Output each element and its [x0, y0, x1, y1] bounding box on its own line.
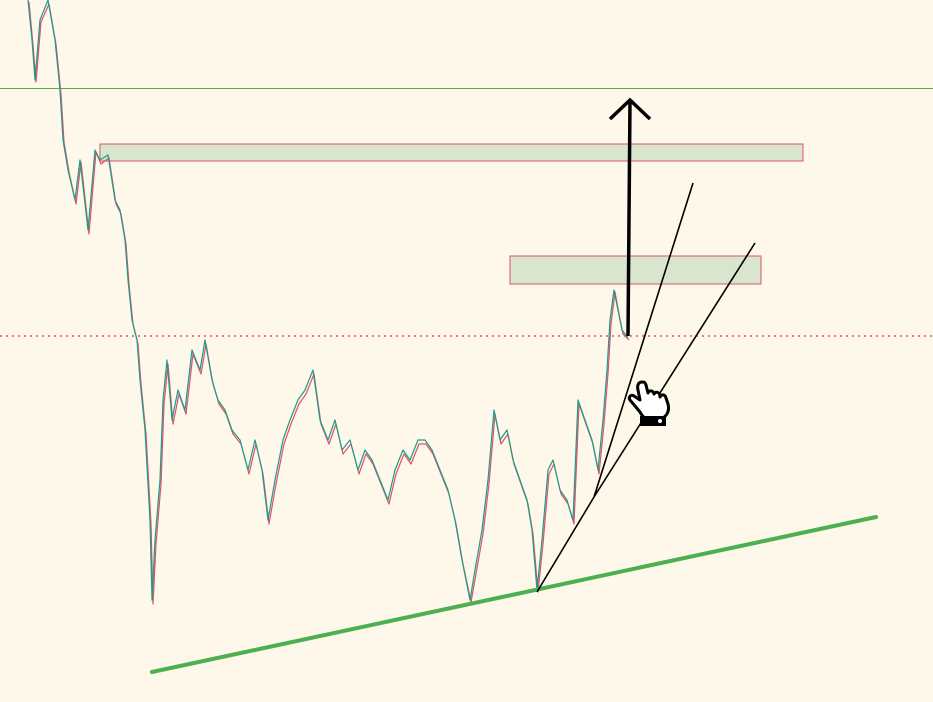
support-trendline	[150, 515, 878, 674]
fan-line	[593, 242, 756, 498]
arrow-head	[608, 97, 652, 121]
resistance-zone	[509, 255, 762, 285]
price-bodies	[27, 0, 629, 601]
cursor-icon	[627, 380, 670, 426]
fan-line	[593, 182, 694, 498]
fan-line	[536, 496, 595, 593]
arrow-shaft	[626, 100, 632, 337]
resistance-zone	[99, 143, 804, 162]
